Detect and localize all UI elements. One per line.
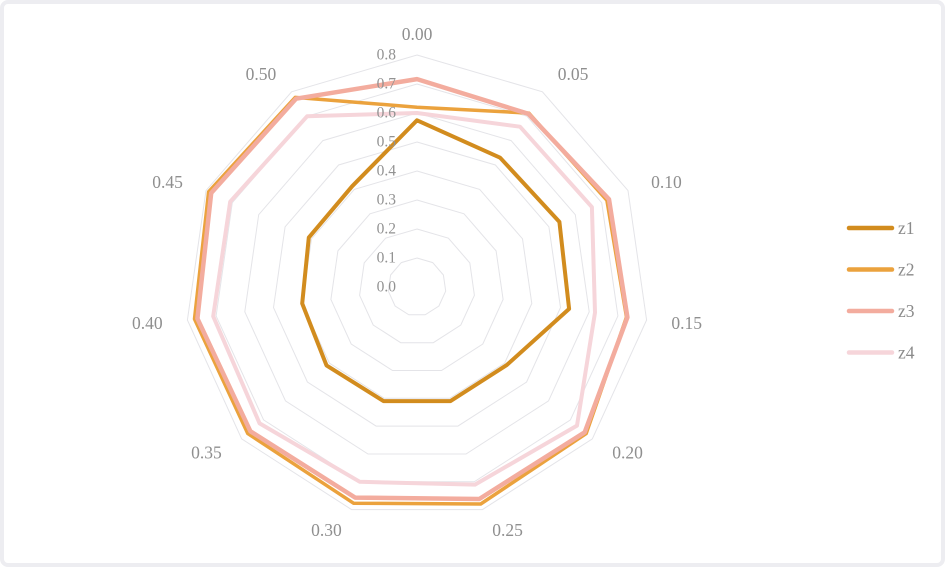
series-z2-line	[192, 95, 629, 506]
radial-tick-label: 0.8	[377, 47, 397, 64]
legend-label: z4	[898, 343, 915, 363]
grid-ring	[244, 112, 590, 455]
category-label: 0.25	[492, 520, 523, 540]
legend-item-z1: z1	[846, 218, 915, 238]
legend-label: z3	[898, 301, 915, 321]
category-labels: 0.00 0.05 0.10 0.15 0.20 0.25 0.30 0.35 0.40 0.45…	[132, 24, 702, 540]
legend-label: z2	[898, 260, 915, 280]
grid-ring	[272, 141, 562, 427]
radial-tick-label: 0.5	[377, 134, 397, 151]
category-label: 0.00	[402, 24, 433, 44]
category-label: 0.20	[612, 443, 643, 463]
radial-tick-label: 0.6	[377, 105, 397, 122]
radial-tick-label: 0.4	[377, 163, 397, 180]
series-z3-line	[195, 76, 630, 502]
radial-tick-label: 0.1	[377, 250, 396, 267]
category-label: 0.40	[132, 313, 163, 333]
grid-rings	[186, 54, 648, 511]
radial-tick-label: 0.3	[377, 192, 397, 209]
grid-ring	[301, 170, 533, 399]
category-label: 0.50	[246, 64, 277, 84]
category-label: 0.30	[311, 520, 342, 540]
grid-ring	[387, 257, 447, 316]
category-label: 0.05	[558, 64, 589, 84]
series-lines	[192, 76, 630, 506]
legend-item-z3: z3	[846, 301, 915, 321]
grid-ring	[186, 54, 648, 511]
legend-item-z4: z4	[846, 343, 915, 363]
radial-tick-labels: 0.0 0.1 0.2 0.3 0.4 0.5 0.6 0.7 0.8	[377, 47, 397, 296]
category-label: 0.35	[191, 443, 222, 463]
legend-item-z2: z2	[846, 260, 915, 280]
category-label: 0.45	[152, 172, 183, 192]
radial-tick-label: 0.7	[377, 76, 397, 93]
category-label: 0.15	[671, 313, 702, 333]
series-z4-line	[211, 111, 597, 487]
radar-chart: 0.00.10.20.30.40.50.60.70.80.000.050.100…	[132, 24, 915, 540]
radial-tick-label: 0.2	[377, 221, 396, 238]
grid-ring	[359, 228, 475, 344]
grid-ring	[330, 199, 504, 371]
series-z1-line	[300, 118, 572, 404]
legend-label: z1	[898, 218, 915, 238]
category-label: 0.10	[651, 172, 682, 192]
radial-tick-label: 0.0	[377, 279, 397, 296]
legend: z1 z2 z3 z4	[846, 218, 915, 363]
